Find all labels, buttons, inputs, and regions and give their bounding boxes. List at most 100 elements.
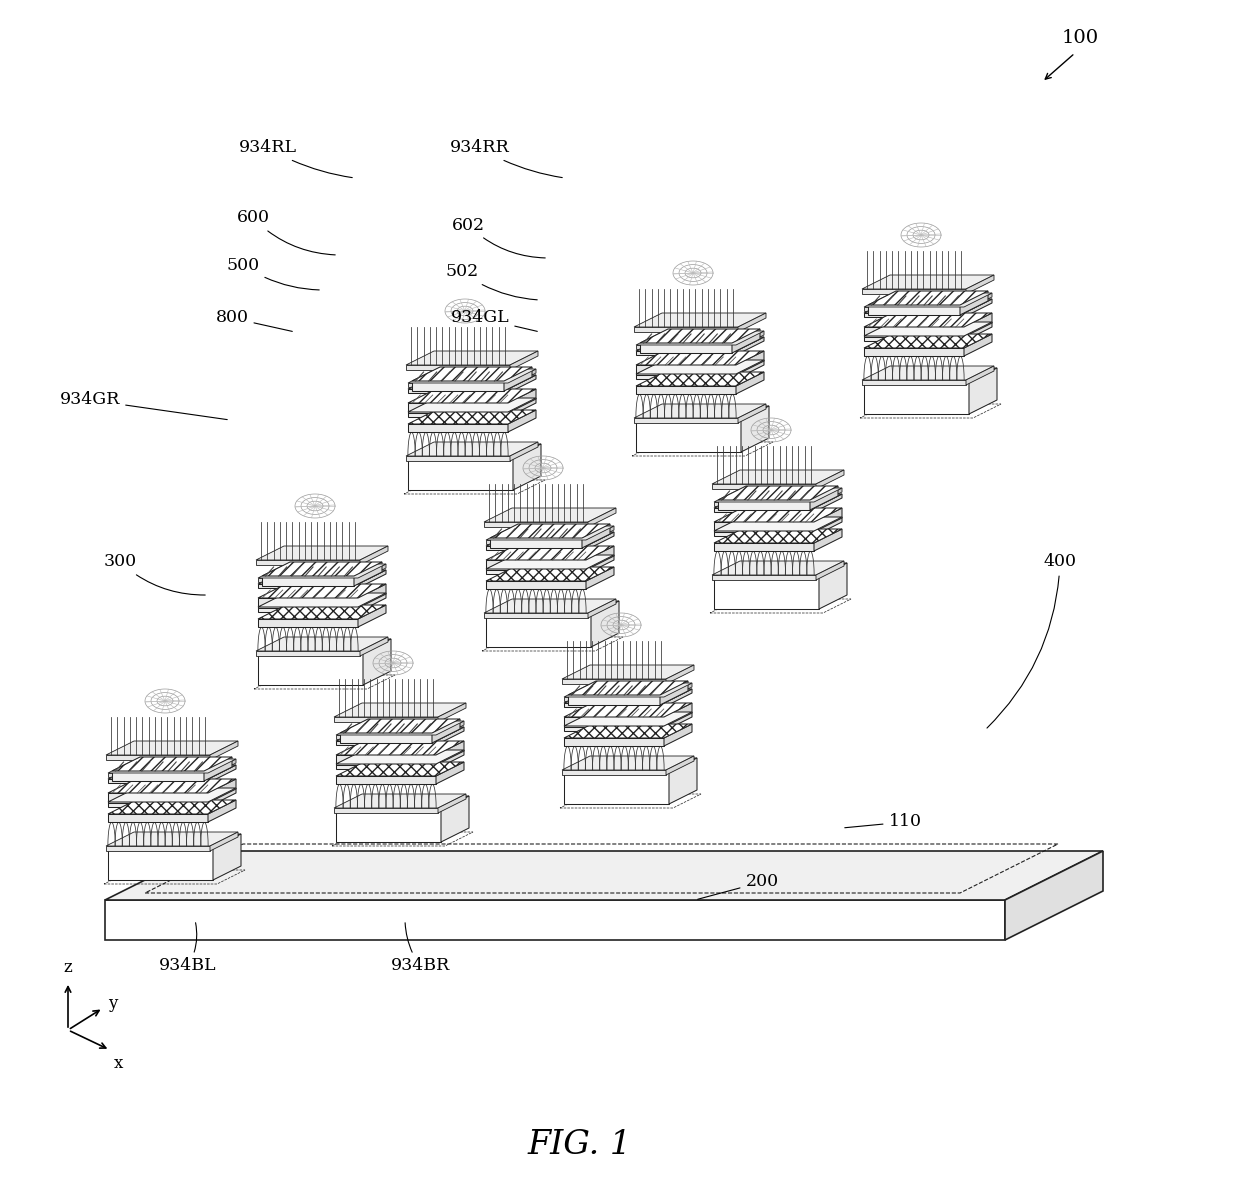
Polygon shape xyxy=(334,794,466,808)
Text: 502: 502 xyxy=(445,263,537,300)
Polygon shape xyxy=(966,275,994,294)
Polygon shape xyxy=(490,524,610,538)
Polygon shape xyxy=(336,762,464,776)
Text: 100: 100 xyxy=(1061,29,1099,47)
Polygon shape xyxy=(564,724,692,738)
Polygon shape xyxy=(864,368,997,382)
Polygon shape xyxy=(714,531,813,536)
Polygon shape xyxy=(358,565,386,582)
Polygon shape xyxy=(336,727,464,742)
Polygon shape xyxy=(408,425,508,432)
Polygon shape xyxy=(714,521,813,532)
Polygon shape xyxy=(484,508,616,521)
Polygon shape xyxy=(963,299,992,317)
Polygon shape xyxy=(738,313,766,332)
Polygon shape xyxy=(634,417,738,423)
Text: 500: 500 xyxy=(227,256,319,289)
Polygon shape xyxy=(255,547,388,560)
Polygon shape xyxy=(864,382,968,414)
Polygon shape xyxy=(436,750,464,769)
Polygon shape xyxy=(340,733,432,743)
Polygon shape xyxy=(864,348,963,356)
Polygon shape xyxy=(864,334,992,348)
Polygon shape xyxy=(334,716,438,722)
Polygon shape xyxy=(714,494,842,508)
Polygon shape xyxy=(258,593,386,608)
Polygon shape xyxy=(336,776,436,785)
Polygon shape xyxy=(568,695,660,704)
Polygon shape xyxy=(564,738,663,746)
Polygon shape xyxy=(714,488,842,502)
Polygon shape xyxy=(737,350,764,376)
Polygon shape xyxy=(205,757,232,781)
Polygon shape xyxy=(508,389,536,413)
Polygon shape xyxy=(486,541,587,544)
Polygon shape xyxy=(968,368,997,414)
Polygon shape xyxy=(258,578,358,582)
Polygon shape xyxy=(108,788,236,803)
Polygon shape xyxy=(568,681,688,695)
Polygon shape xyxy=(255,651,360,655)
Polygon shape xyxy=(358,570,386,588)
Polygon shape xyxy=(105,742,238,755)
Polygon shape xyxy=(816,470,844,489)
Polygon shape xyxy=(486,547,614,560)
Polygon shape xyxy=(408,444,541,458)
Polygon shape xyxy=(640,343,732,353)
Polygon shape xyxy=(864,299,992,313)
Polygon shape xyxy=(864,313,963,317)
Polygon shape xyxy=(718,500,810,509)
Polygon shape xyxy=(813,529,842,551)
Polygon shape xyxy=(591,602,619,647)
Polygon shape xyxy=(636,386,737,393)
Polygon shape xyxy=(108,759,236,773)
Polygon shape xyxy=(813,508,842,532)
Polygon shape xyxy=(636,350,737,355)
Polygon shape xyxy=(508,398,536,417)
Polygon shape xyxy=(262,562,382,576)
Polygon shape xyxy=(963,334,992,356)
Polygon shape xyxy=(588,599,616,618)
Polygon shape xyxy=(663,683,692,701)
Polygon shape xyxy=(564,716,663,727)
Polygon shape xyxy=(640,329,760,343)
Polygon shape xyxy=(564,726,663,731)
Polygon shape xyxy=(258,653,363,685)
Polygon shape xyxy=(258,608,358,612)
Polygon shape xyxy=(436,721,464,739)
Polygon shape xyxy=(334,703,466,716)
Polygon shape xyxy=(564,703,692,716)
Polygon shape xyxy=(582,524,610,548)
Text: 400: 400 xyxy=(987,554,1076,728)
Polygon shape xyxy=(737,331,764,349)
Polygon shape xyxy=(737,360,764,379)
Polygon shape xyxy=(436,742,464,765)
Polygon shape xyxy=(408,376,536,389)
Polygon shape xyxy=(412,382,503,391)
Polygon shape xyxy=(508,370,536,388)
Text: 300: 300 xyxy=(103,554,205,596)
Polygon shape xyxy=(336,750,464,764)
Text: 934GR: 934GR xyxy=(60,391,227,420)
Polygon shape xyxy=(108,800,236,814)
Polygon shape xyxy=(634,327,738,332)
Polygon shape xyxy=(813,517,842,536)
Polygon shape xyxy=(438,703,466,722)
Polygon shape xyxy=(813,488,842,506)
Polygon shape xyxy=(336,736,436,739)
Polygon shape xyxy=(738,404,766,423)
Polygon shape xyxy=(714,543,813,551)
Polygon shape xyxy=(486,569,587,574)
Polygon shape xyxy=(503,367,532,391)
Polygon shape xyxy=(562,679,666,684)
Polygon shape xyxy=(963,313,992,337)
Polygon shape xyxy=(258,605,386,620)
Polygon shape xyxy=(636,372,764,386)
Polygon shape xyxy=(258,584,358,588)
Polygon shape xyxy=(208,759,236,777)
Polygon shape xyxy=(587,526,614,544)
Polygon shape xyxy=(636,350,764,365)
Polygon shape xyxy=(486,547,587,550)
Polygon shape xyxy=(868,305,960,315)
Polygon shape xyxy=(816,561,844,580)
